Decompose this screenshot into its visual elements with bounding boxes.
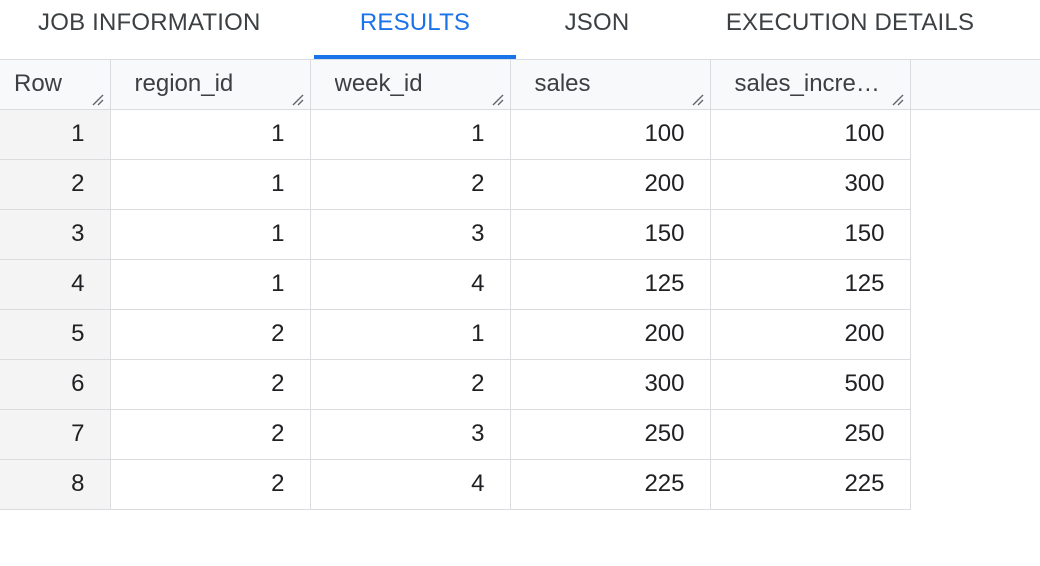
table-cell[interactable]: 225 (710, 459, 911, 510)
row-filler (910, 359, 1040, 409)
table-header-row: Row region_id week_id sales sales_increa… (0, 60, 1040, 110)
table-cell[interactable]: 2 (110, 359, 311, 410)
tab-execution-details[interactable]: EXECUTION DETAILS (725, 9, 975, 36)
row-filler (910, 209, 1040, 259)
column-header-sales: sales (510, 60, 711, 110)
column-header-label: week_id (334, 69, 423, 97)
table-cell[interactable]: 2 (310, 159, 511, 210)
row-number-cell[interactable]: 3 (0, 209, 111, 260)
table-cell[interactable]: 200 (510, 309, 711, 360)
column-resize-icon[interactable] (690, 92, 704, 106)
column-header-region-id: region_id (110, 60, 311, 110)
table-cell[interactable]: 1 (110, 109, 311, 160)
column-header-label: sales_increa… (734, 69, 885, 97)
row-number-cell[interactable]: 2 (0, 159, 111, 210)
row-number-cell[interactable]: 7 (0, 409, 111, 460)
table-cell[interactable]: 2 (110, 459, 311, 510)
table-cell[interactable]: 250 (510, 409, 711, 460)
table-row: 8 2 4 225 225 (0, 459, 1040, 510)
table-cell[interactable]: 125 (510, 259, 711, 310)
row-filler (910, 459, 1040, 509)
results-table: Row region_id week_id sales sales_increa… (0, 60, 1040, 510)
row-number-cell[interactable]: 5 (0, 309, 111, 360)
table-cell[interactable]: 1 (310, 309, 511, 360)
header-filler (910, 60, 1040, 110)
table-body: 1 1 1 100 100 2 1 2 200 300 3 1 3 150 150 4 1 4 125 125 5 2 1 2… (0, 109, 1040, 510)
table-cell[interactable]: 225 (510, 459, 711, 510)
table-cell[interactable]: 1 (110, 159, 311, 210)
table-cell[interactable]: 4 (310, 259, 511, 310)
table-row: 4 1 4 125 125 (0, 259, 1040, 310)
table-cell[interactable]: 200 (710, 309, 911, 360)
table-cell[interactable]: 4 (310, 459, 511, 510)
table-cell[interactable]: 300 (510, 359, 711, 410)
column-header-row: Row (0, 60, 111, 110)
table-cell[interactable]: 2 (110, 309, 311, 360)
column-header-label: sales (534, 69, 591, 97)
table-cell[interactable]: 150 (710, 209, 911, 260)
table-cell[interactable]: 1 (110, 259, 311, 310)
table-cell[interactable]: 250 (710, 409, 911, 460)
results-grid: Row region_id week_id sales sales_increa… (0, 60, 1040, 510)
table-cell[interactable]: 2 (110, 409, 311, 460)
column-header-week-id: week_id (310, 60, 511, 110)
column-header-label: region_id (134, 69, 234, 97)
tab-results[interactable]: RESULTS (314, 0, 516, 59)
column-header-label: Row (14, 69, 63, 97)
tab-json[interactable]: JSON (564, 9, 630, 36)
table-row: 7 2 3 250 250 (0, 409, 1040, 460)
tab-label: JOB INFORMATION (38, 9, 261, 36)
row-filler (910, 109, 1040, 159)
table-cell[interactable]: 3 (310, 409, 511, 460)
table-row: 6 2 2 300 500 (0, 359, 1040, 410)
table-cell[interactable]: 1 (110, 209, 311, 260)
row-number-cell[interactable]: 4 (0, 259, 111, 310)
table-cell[interactable]: 100 (510, 109, 711, 160)
table-cell[interactable]: 1 (310, 109, 511, 160)
table-cell[interactable]: 150 (510, 209, 711, 260)
row-number-cell[interactable]: 6 (0, 359, 111, 410)
table-cell[interactable]: 100 (710, 109, 911, 160)
column-header-sales-increase: sales_increa… (710, 60, 911, 110)
table-cell[interactable]: 200 (510, 159, 711, 210)
results-tab-bar: JOB INFORMATION RESULTS JSON EXECUTION D… (0, 0, 1040, 60)
table-row: 1 1 1 100 100 (0, 109, 1040, 160)
table-row: 3 1 3 150 150 (0, 209, 1040, 260)
row-filler (910, 309, 1040, 359)
table-cell[interactable]: 2 (310, 359, 511, 410)
row-number-cell[interactable]: 8 (0, 459, 111, 510)
table-cell[interactable]: 500 (710, 359, 911, 410)
row-number-cell[interactable]: 1 (0, 109, 111, 160)
column-resize-icon[interactable] (890, 92, 904, 106)
column-resize-icon[interactable] (290, 92, 304, 106)
row-filler (910, 259, 1040, 309)
row-filler (910, 409, 1040, 459)
column-resize-icon[interactable] (90, 92, 104, 106)
table-cell[interactable]: 300 (710, 159, 911, 210)
table-row: 5 2 1 200 200 (0, 309, 1040, 360)
column-resize-icon[interactable] (490, 92, 504, 106)
table-cell[interactable]: 3 (310, 209, 511, 260)
tab-job-information[interactable]: JOB INFORMATION (0, 0, 300, 59)
row-filler (910, 159, 1040, 209)
table-row: 2 1 2 200 300 (0, 159, 1040, 210)
table-cell[interactable]: 125 (710, 259, 911, 310)
